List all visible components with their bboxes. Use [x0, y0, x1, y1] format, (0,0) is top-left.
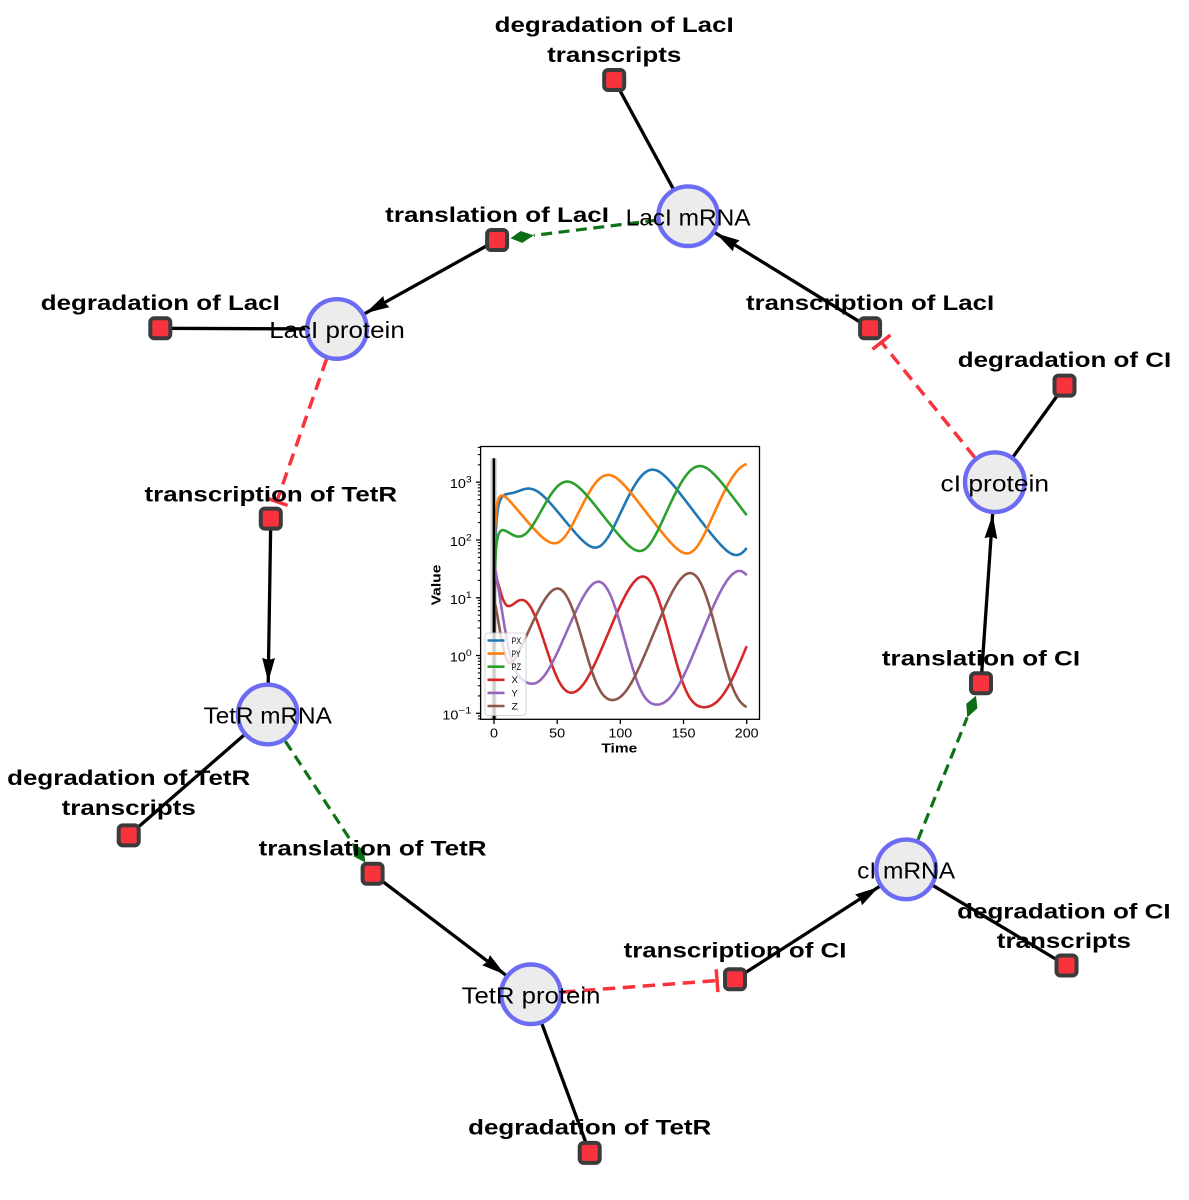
svg-text:X: X	[512, 675, 519, 686]
svg-text:TetR mRNA: TetR mRNA	[204, 703, 333, 729]
svg-text:10: 10	[450, 593, 466, 607]
svg-text:transcripts: transcripts	[62, 795, 196, 820]
svg-text:Y: Y	[512, 688, 519, 699]
svg-text:translation of CI: translation of CI	[882, 646, 1080, 671]
svg-text:10: 10	[442, 708, 458, 722]
svg-text:1: 1	[466, 590, 472, 600]
svg-text:degradation of CI: degradation of CI	[958, 347, 1172, 372]
svg-text:transcripts: transcripts	[547, 42, 681, 67]
svg-text:10: 10	[450, 477, 466, 491]
svg-text:Z: Z	[512, 701, 519, 712]
svg-text:10: 10	[450, 651, 466, 665]
svg-text:50: 50	[549, 726, 565, 740]
svg-text:Time: Time	[601, 741, 637, 756]
svg-text:0: 0	[466, 648, 472, 658]
svg-text:degradation of CI: degradation of CI	[957, 898, 1171, 923]
svg-text:2: 2	[466, 532, 472, 542]
svg-text:transcription of CI: transcription of CI	[624, 938, 847, 963]
svg-text:10: 10	[450, 535, 466, 549]
svg-text:LacI protein: LacI protein	[269, 317, 405, 343]
svg-text:PX: PX	[512, 636, 522, 647]
svg-text:translation of LacI: translation of LacI	[385, 202, 609, 227]
svg-text:3: 3	[466, 475, 472, 485]
svg-text:−1: −1	[458, 706, 471, 716]
svg-text:degradation of LacI: degradation of LacI	[495, 12, 734, 37]
svg-text:200: 200	[735, 726, 759, 740]
svg-text:degradation of TetR: degradation of TetR	[7, 765, 251, 790]
svg-text:LacI mRNA: LacI mRNA	[626, 204, 752, 230]
svg-text:degradation of TetR: degradation of TetR	[468, 1115, 712, 1140]
svg-text:transcription of TetR: transcription of TetR	[145, 482, 398, 507]
svg-text:translation of TetR: translation of TetR	[259, 836, 487, 861]
svg-text:degradation of LacI: degradation of LacI	[41, 290, 280, 315]
svg-text:150: 150	[672, 726, 696, 740]
svg-text:100: 100	[608, 726, 632, 740]
svg-text:cI mRNA: cI mRNA	[857, 858, 956, 884]
svg-text:PZ: PZ	[512, 662, 522, 673]
svg-text:transcription of LacI: transcription of LacI	[746, 290, 994, 315]
svg-text:transcripts: transcripts	[997, 928, 1131, 953]
svg-text:PY: PY	[512, 649, 522, 660]
svg-text:TetR protein: TetR protein	[462, 983, 601, 1009]
svg-text:0: 0	[490, 726, 498, 740]
svg-text:Value: Value	[428, 565, 443, 606]
svg-text:cI protein: cI protein	[941, 470, 1050, 496]
